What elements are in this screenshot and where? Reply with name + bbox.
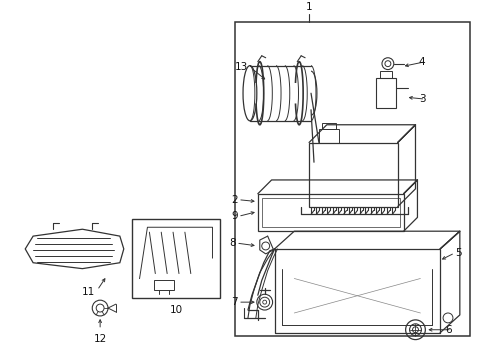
Text: 10: 10	[170, 305, 183, 315]
Bar	[235, 22, 470, 336]
Text: 5: 5	[455, 248, 462, 258]
Text: 4: 4	[419, 57, 425, 67]
Bar	[262, 198, 400, 227]
Bar	[258, 194, 404, 231]
Text: 2: 2	[231, 195, 238, 204]
Bar	[376, 78, 396, 108]
Text: 8: 8	[229, 238, 236, 248]
Bar	[154, 280, 174, 290]
Text: 6: 6	[445, 325, 452, 335]
Text: 11: 11	[82, 287, 95, 297]
Bar	[322, 123, 336, 129]
Text: 12: 12	[94, 334, 107, 344]
Text: 1: 1	[306, 3, 312, 12]
Text: 3: 3	[419, 94, 425, 104]
Text: 13: 13	[235, 62, 248, 72]
Bar	[132, 219, 220, 298]
Bar	[319, 129, 339, 143]
Bar	[309, 143, 398, 207]
Text: 7: 7	[231, 297, 238, 307]
Bar	[380, 71, 392, 78]
Text: 9: 9	[231, 211, 238, 221]
